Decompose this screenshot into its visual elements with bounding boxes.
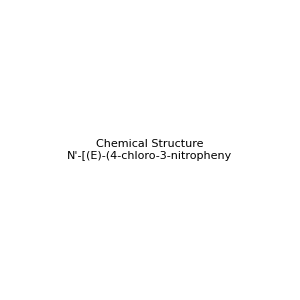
Text: Chemical Structure
N'-[(E)-(4-chloro-3-nitropheny: Chemical Structure N'-[(E)-(4-chloro-3-n… [68, 139, 232, 161]
